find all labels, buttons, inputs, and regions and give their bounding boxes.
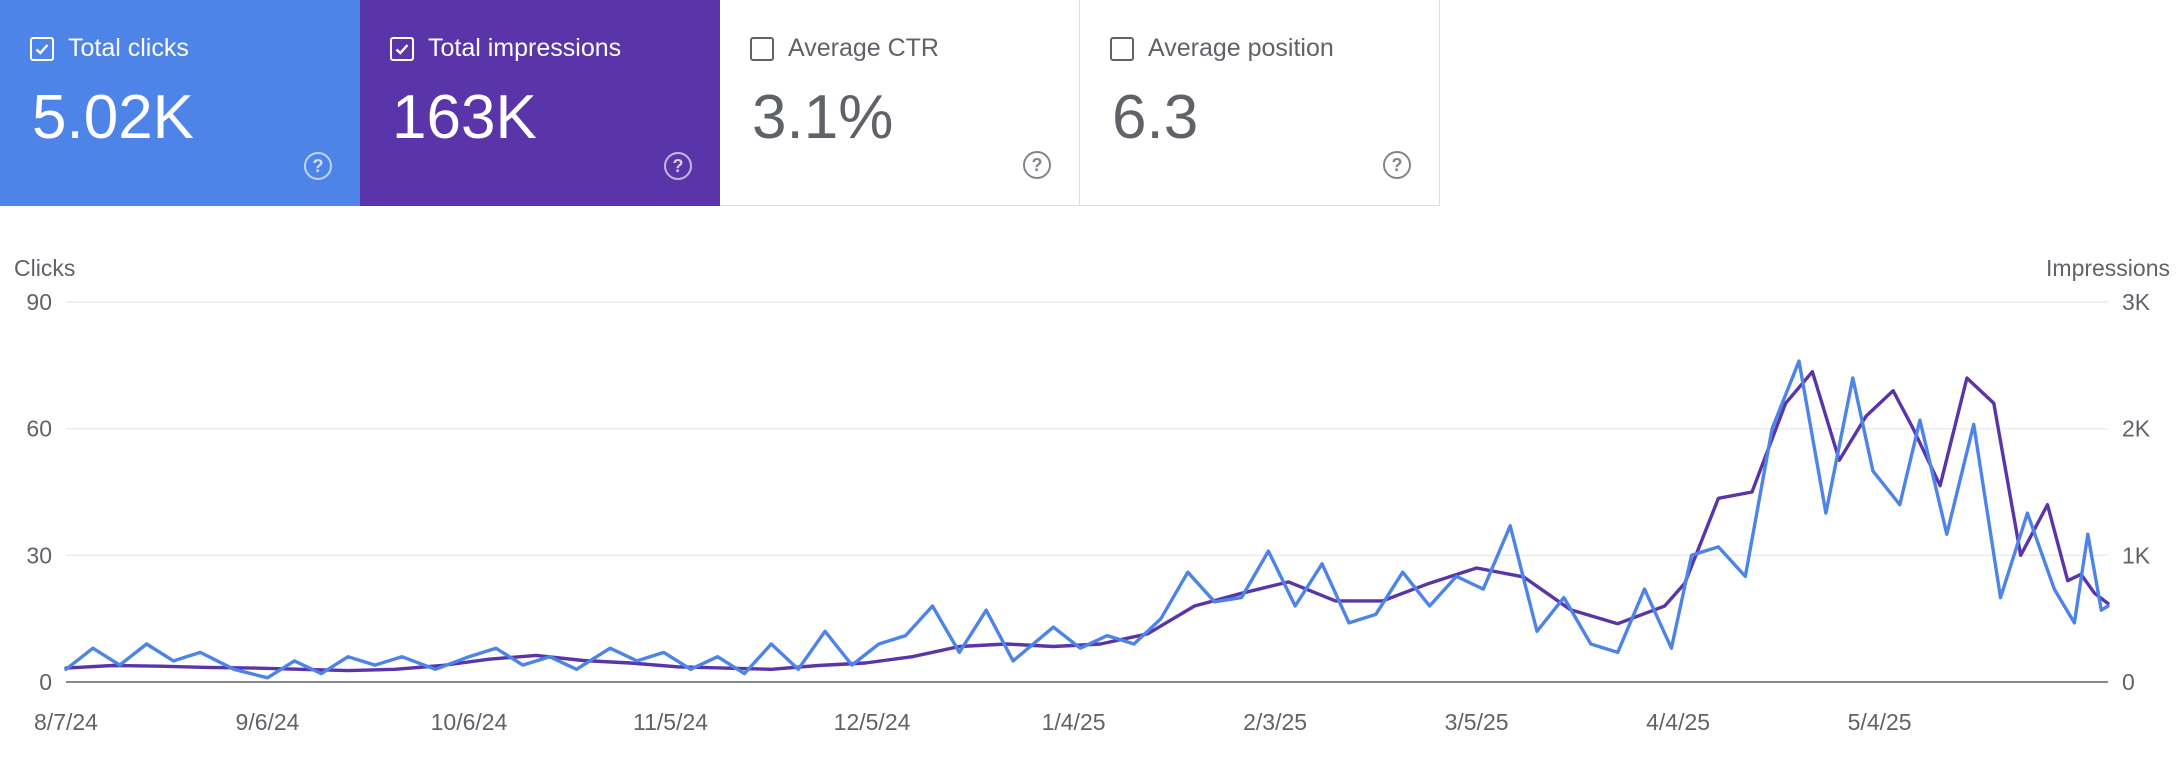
x-axis-ticks: 8/7/24 9/6/24 10/6/24 11/5/24 12/5/24 1/4/25 2… — [34, 709, 1912, 735]
metric-card-header: Average position — [1110, 34, 1334, 63]
x-tick-label: 1/4/25 — [1042, 709, 1106, 735]
x-tick-label: 9/6/24 — [236, 709, 300, 735]
x-tick-label: 3/5/25 — [1445, 709, 1509, 735]
metric-value: 6.3 — [1112, 83, 1199, 152]
x-tick-label: 8/7/24 — [34, 709, 98, 735]
right-tick-label: 3K — [2122, 289, 2151, 315]
metric-card-header: Total clicks — [30, 34, 189, 63]
checkbox-icon[interactable] — [750, 36, 774, 61]
right-axis-title: Impressions — [2046, 255, 2170, 281]
series-line-total-impressions — [64, 369, 2110, 673]
grid-lines — [66, 301, 2108, 683]
metric-cards: Total clicks 5.02K ? Total impressions 1… — [0, 0, 1440, 206]
checkbox-icon[interactable] — [390, 36, 414, 61]
help-icon[interactable]: ? — [664, 152, 692, 180]
series-line-total-clicks — [64, 359, 2110, 680]
metric-card-average-position[interactable]: Average position 6.3 ? — [1080, 0, 1440, 206]
left-axis-title: Clicks — [14, 255, 75, 281]
metric-card-average-ctr[interactable]: Average CTR 3.1% ? — [720, 0, 1080, 206]
left-axis-ticks: 0 30 60 90 — [26, 289, 52, 695]
x-tick-label: 12/5/24 — [834, 709, 911, 735]
right-tick-label: 0 — [2122, 669, 2135, 695]
checkbox-icon[interactable] — [30, 36, 54, 61]
metric-card-total-clicks[interactable]: Total clicks 5.02K ? — [0, 0, 360, 206]
x-tick-label: 2/3/25 — [1243, 709, 1307, 735]
metric-card-header: Average CTR — [750, 34, 939, 63]
left-tick-label: 60 — [26, 416, 52, 442]
right-tick-label: 1K — [2122, 542, 2151, 568]
metric-card-header: Total impressions — [390, 34, 621, 63]
help-icon[interactable]: ? — [304, 152, 332, 180]
help-icon[interactable]: ? — [1383, 151, 1411, 179]
metric-value: 5.02K — [32, 83, 195, 152]
metric-value: 163K — [392, 83, 537, 152]
checkbox-icon[interactable] — [1110, 36, 1134, 61]
right-tick-label: 2K — [2122, 416, 2151, 442]
left-tick-label: 30 — [26, 542, 52, 568]
help-icon[interactable]: ? — [1023, 151, 1051, 179]
metric-label: Total clicks — [68, 34, 189, 62]
right-axis-ticks: 0 1K 2K 3K — [2122, 289, 2151, 695]
metric-card-total-impressions[interactable]: Total impressions 163K ? — [360, 0, 720, 206]
left-tick-label: 90 — [26, 289, 52, 315]
performance-chart: Clicks Impressions 0 30 60 90 0 1K 2K 3K 8/7/2… — [14, 255, 2170, 735]
metric-label: Total impressions — [428, 34, 622, 62]
x-tick-label: 10/6/24 — [431, 709, 508, 735]
metric-label: Average CTR — [788, 34, 939, 62]
x-tick-label: 5/4/25 — [1848, 709, 1912, 735]
x-tick-label: 4/4/25 — [1646, 709, 1710, 735]
metric-value: 3.1% — [752, 83, 894, 152]
left-tick-label: 0 — [39, 669, 52, 695]
x-tick-label: 11/5/24 — [633, 709, 708, 735]
metric-label: Average position — [1148, 34, 1334, 62]
series-lines — [64, 359, 2110, 680]
